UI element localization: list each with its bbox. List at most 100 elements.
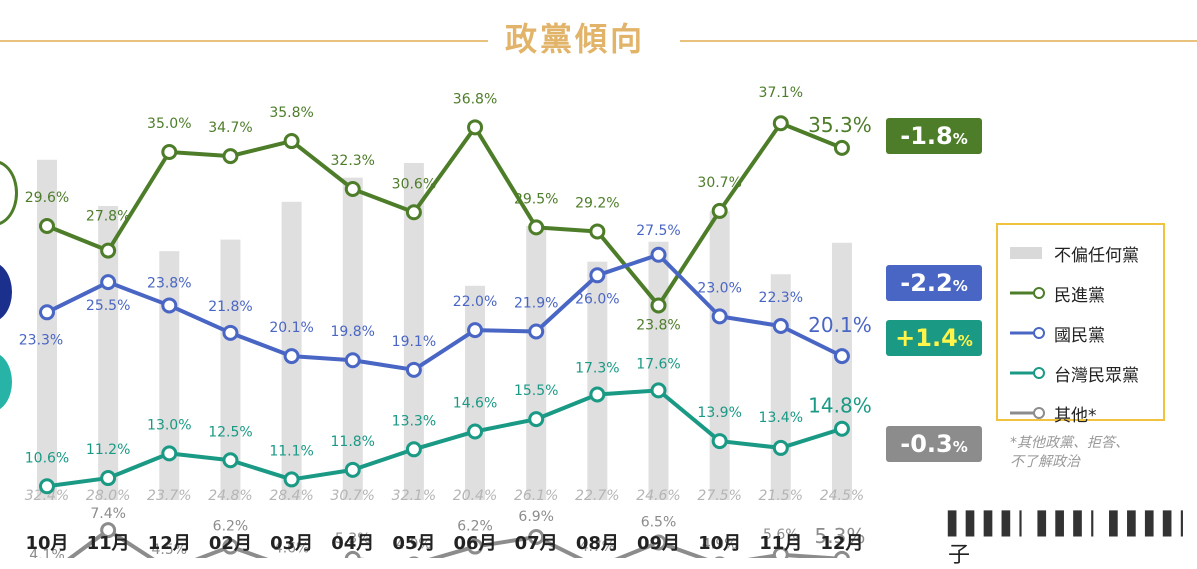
legend-line-swatch bbox=[1008, 326, 1046, 340]
point-kmt-12 bbox=[774, 319, 787, 332]
legend-line-swatch bbox=[1008, 406, 1046, 420]
change-badge-kmt: -2.2% bbox=[886, 265, 982, 301]
x-tick-label-7: 06月 bbox=[454, 533, 497, 554]
bar-independent-12 bbox=[771, 274, 791, 500]
point-label-tpp-1: 11.2% bbox=[86, 442, 130, 458]
point-label-other-10: 6.5% bbox=[641, 514, 677, 530]
footnote: *其他政黨、拒答、 不了解政治 bbox=[1010, 434, 1180, 472]
point-dpp-4 bbox=[285, 135, 298, 148]
legend-item-tpp: 台灣民眾黨 bbox=[1008, 353, 1163, 393]
x-tick-label-13: 12月 bbox=[820, 533, 863, 554]
point-label-dpp-0: 29.6% bbox=[25, 190, 69, 206]
legend-bar-swatch bbox=[1008, 246, 1046, 260]
point-label-kmt-2: 23.8% bbox=[147, 275, 191, 291]
point-label-tpp-7: 14.6% bbox=[453, 395, 497, 411]
point-tpp-2 bbox=[163, 447, 176, 460]
point-label-dpp-6: 30.6% bbox=[392, 176, 436, 192]
x-tick-label-9: 08月 bbox=[576, 533, 619, 554]
point-dpp-10 bbox=[652, 299, 665, 312]
point-tpp-3 bbox=[224, 454, 237, 467]
point-dpp-13 bbox=[835, 141, 848, 154]
point-kmt-1 bbox=[102, 276, 115, 289]
bar-label-independent-3: 24.8% bbox=[208, 488, 252, 504]
point-label-kmt-3: 21.8% bbox=[208, 299, 252, 315]
point-tpp-9 bbox=[591, 388, 604, 401]
point-label-dpp-5: 32.3% bbox=[331, 153, 375, 169]
x-tick-label-1: 11月 bbox=[87, 533, 130, 554]
bar-label-independent-1: 28.0% bbox=[86, 488, 130, 504]
point-label-kmt-0: 23.3% bbox=[19, 332, 63, 348]
point-kmt-4 bbox=[285, 350, 298, 363]
point-dpp-3 bbox=[224, 150, 237, 163]
x-tick-label-6: 05月 bbox=[392, 533, 435, 554]
point-label-tpp-12: 13.4% bbox=[759, 410, 803, 426]
change-badge-other: -0.3% bbox=[886, 426, 982, 462]
point-dpp-9 bbox=[591, 225, 604, 238]
point-label-dpp-9: 29.2% bbox=[575, 195, 619, 211]
point-dpp-0 bbox=[41, 219, 54, 232]
x-tick-label-11: 10月 bbox=[698, 533, 741, 554]
point-label-kmt-13: 20.1% bbox=[808, 313, 872, 337]
footnote-line-2: 不了解政治 bbox=[1010, 453, 1180, 472]
change-badge-dpp: -1.8% bbox=[886, 118, 982, 154]
change-value-kmt: -2.2 bbox=[900, 269, 952, 297]
point-tpp-11 bbox=[713, 435, 726, 448]
point-dpp-8 bbox=[530, 221, 543, 234]
change-unit-dpp: % bbox=[953, 130, 968, 148]
bar-independent-7 bbox=[465, 286, 485, 500]
point-kmt-5 bbox=[346, 354, 359, 367]
point-label-kmt-4: 20.1% bbox=[269, 320, 313, 336]
bar-label-independent-9: 22.7% bbox=[575, 488, 619, 504]
point-label-kmt-10: 27.5% bbox=[636, 223, 680, 239]
point-label-dpp-12: 37.1% bbox=[759, 85, 803, 101]
bar-label-independent-13: 24.5% bbox=[820, 488, 864, 504]
point-kmt-6 bbox=[407, 363, 420, 376]
point-tpp-1 bbox=[102, 472, 115, 485]
point-tpp-10 bbox=[652, 384, 665, 397]
x-tick-label-5: 04月 bbox=[331, 533, 374, 554]
point-label-tpp-13: 14.8% bbox=[808, 394, 872, 418]
point-tpp-12 bbox=[774, 441, 787, 454]
legend-item-other: 其他* bbox=[1008, 393, 1163, 433]
point-tpp-5 bbox=[346, 463, 359, 476]
change-unit-kmt: % bbox=[953, 277, 968, 295]
footnote-line-1: *其他政黨、拒答、 bbox=[1010, 434, 1180, 453]
point-kmt-0 bbox=[41, 306, 54, 319]
point-tpp-7 bbox=[469, 425, 482, 438]
change-unit-other: % bbox=[953, 438, 968, 456]
point-label-tpp-8: 15.5% bbox=[514, 383, 558, 399]
point-label-kmt-12: 22.3% bbox=[759, 290, 803, 306]
watermark: ▌▌▌▌▏▌▌▌▏▌▌▌▌▏ 子 bbox=[948, 512, 1197, 569]
watermark-text: 子 bbox=[948, 543, 971, 568]
legend-item-independent: 不偏任何黨 bbox=[1008, 233, 1163, 273]
bar-label-independent-7: 20.4% bbox=[453, 488, 497, 504]
x-tick-label-2: 12月 bbox=[148, 533, 191, 554]
point-kmt-3 bbox=[224, 326, 237, 339]
x-tick-label-0: 10月 bbox=[25, 533, 68, 554]
point-label-dpp-13: 35.3% bbox=[808, 113, 872, 137]
bar-independent-0 bbox=[37, 160, 57, 500]
x-tick-label-3: 02月 bbox=[209, 533, 252, 554]
bar-independent-13 bbox=[832, 243, 852, 500]
point-label-dpp-4: 35.8% bbox=[269, 105, 313, 121]
point-dpp-6 bbox=[407, 206, 420, 219]
point-label-tpp-0: 10.6% bbox=[25, 450, 69, 466]
x-tick-label-12: 11月 bbox=[759, 533, 802, 554]
watermark-bars: ▌▌▌▌▏▌▌▌▏▌▌▌▌▏ bbox=[948, 512, 1197, 537]
legend-label: 國民黨 bbox=[1054, 321, 1105, 346]
point-label-dpp-2: 35.0% bbox=[147, 116, 191, 132]
point-kmt-2 bbox=[163, 299, 176, 312]
bar-independent-11 bbox=[710, 211, 730, 500]
point-dpp-5 bbox=[346, 182, 359, 195]
change-value-other: -0.3 bbox=[900, 430, 952, 458]
legend-label: 其他* bbox=[1054, 401, 1097, 426]
point-label-tpp-6: 13.3% bbox=[392, 413, 436, 429]
point-dpp-1 bbox=[102, 244, 115, 257]
point-label-kmt-11: 23.0% bbox=[697, 280, 741, 296]
point-kmt-8 bbox=[530, 325, 543, 338]
legend-label: 不偏任何黨 bbox=[1054, 241, 1139, 266]
point-dpp-7 bbox=[469, 121, 482, 134]
point-kmt-11 bbox=[713, 310, 726, 323]
x-tick-label-4: 03月 bbox=[270, 533, 313, 554]
bar-label-independent-4: 28.4% bbox=[269, 488, 313, 504]
